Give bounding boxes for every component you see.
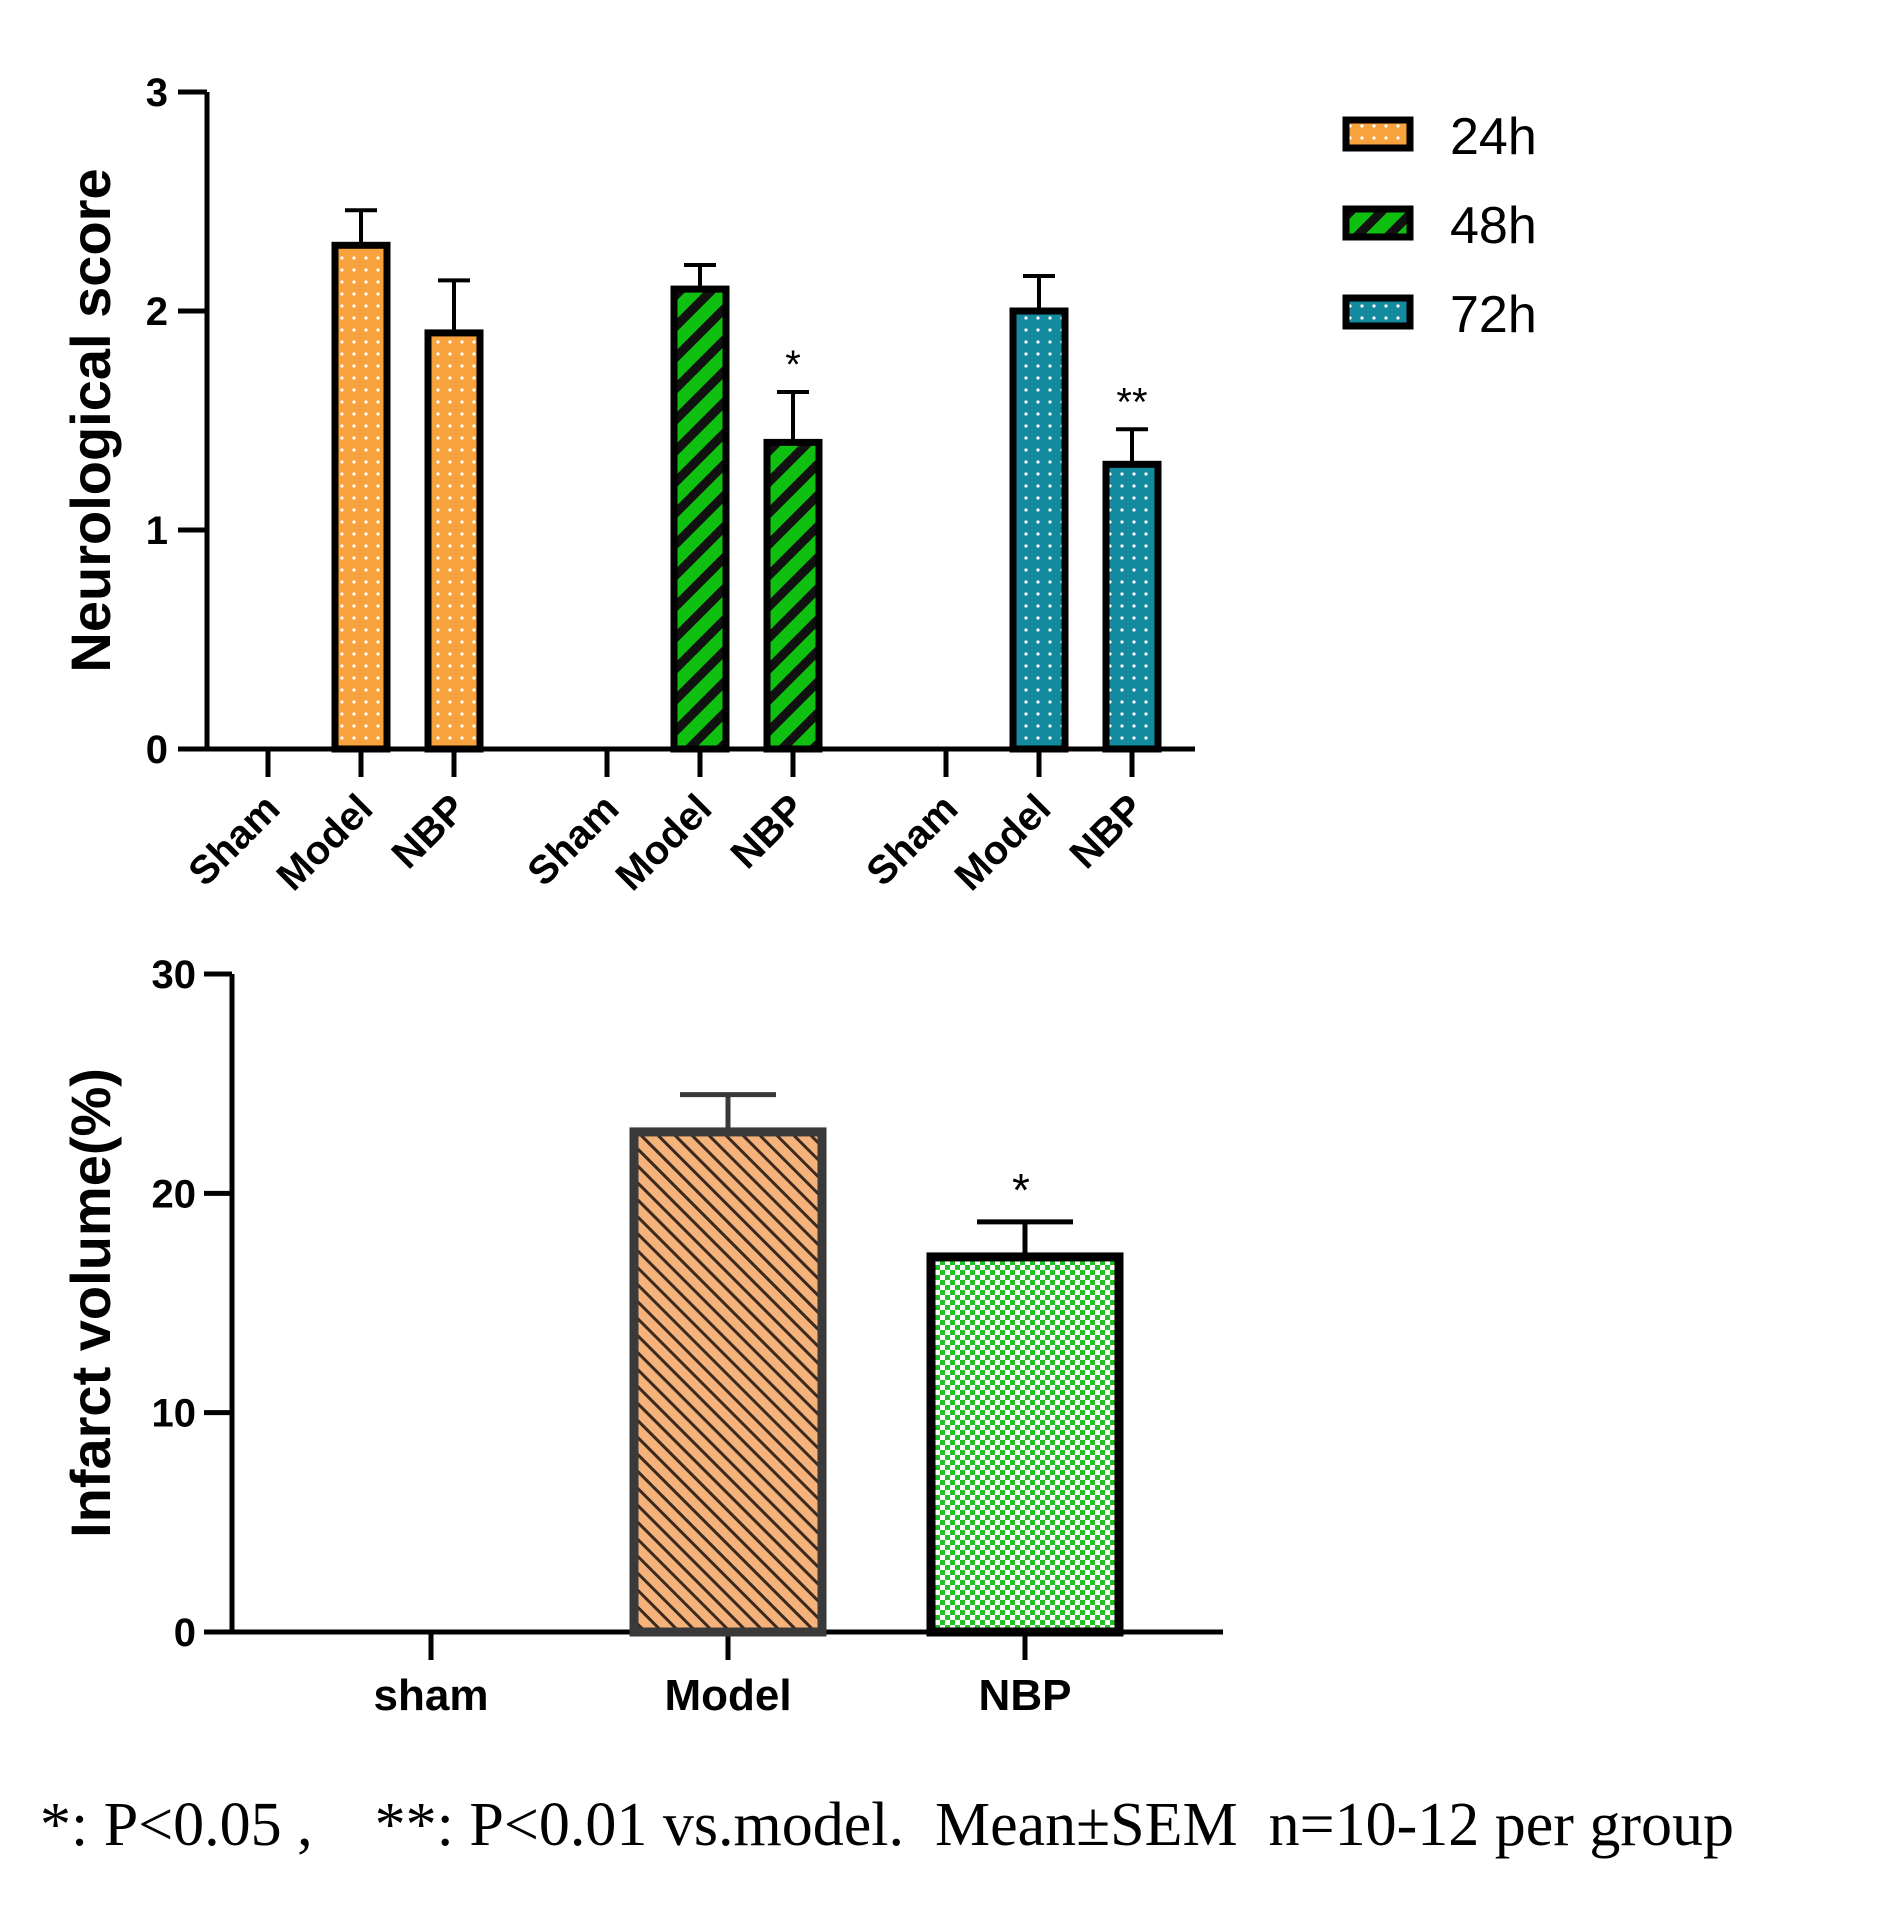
bar-Model xyxy=(629,1127,827,1637)
x-tick-label: Sham xyxy=(180,786,288,894)
x-tick-label: Sham xyxy=(519,786,627,894)
y-tick-label: 0 xyxy=(174,1611,196,1655)
x-tick-label: Model xyxy=(664,1671,791,1720)
x-tick-label: sham xyxy=(374,1671,489,1720)
y-tick-label: 20 xyxy=(152,1172,197,1216)
y-tick-label: 10 xyxy=(152,1392,197,1436)
bar-72h-Model xyxy=(1009,307,1069,753)
y-tick-label: 1 xyxy=(146,509,168,553)
y-tick-label: 30 xyxy=(152,953,197,997)
legend-swatch-24h xyxy=(1342,116,1414,152)
bar-NBP xyxy=(926,1252,1124,1637)
footnote: *: P<0.05 , **: P<0.01 vs.model. Mean±SE… xyxy=(40,1791,1735,1859)
legend-label-48h: 48h xyxy=(1450,197,1537,255)
x-tick-label: NBP xyxy=(723,786,814,877)
bar-72h-NBP xyxy=(1102,460,1162,753)
y-axis-title: Neurological score xyxy=(59,168,122,672)
significance-marker: * xyxy=(1012,1164,1030,1216)
y-tick-label: 3 xyxy=(146,71,168,115)
significance-marker: * xyxy=(785,343,801,387)
y-tick-label: 2 xyxy=(146,290,168,334)
legend-label-72h: 72h xyxy=(1450,286,1537,344)
bar-24h-Model xyxy=(331,241,391,753)
x-tick-label: NBP xyxy=(979,1671,1072,1720)
x-tick-label: Model xyxy=(947,786,1060,899)
legend: 24h 48h 72h xyxy=(1342,108,1537,344)
bar-24h-NBP xyxy=(424,329,484,753)
bar-48h-Model xyxy=(670,285,730,753)
x-tick-label: Sham xyxy=(858,786,966,894)
infarct-volume-chart: 0 10 20 30 Infarct volume(%) sham Model NBP * xyxy=(59,953,1223,1720)
legend-swatch-48h xyxy=(1342,205,1414,241)
x-tick-label: Model xyxy=(608,786,721,899)
x-tick-label: NBP xyxy=(1062,786,1153,877)
bar-48h-NBP xyxy=(763,438,823,753)
legend-label-24h: 24h xyxy=(1450,108,1537,166)
significance-marker: ** xyxy=(1116,380,1147,424)
y-tick-label: 0 xyxy=(146,728,168,772)
x-tick-label: NBP xyxy=(384,786,475,877)
legend-swatch-72h xyxy=(1342,294,1414,330)
x-tick-label: Model xyxy=(269,786,382,899)
y-axis-title: Infarct volume(%) xyxy=(59,1068,122,1538)
